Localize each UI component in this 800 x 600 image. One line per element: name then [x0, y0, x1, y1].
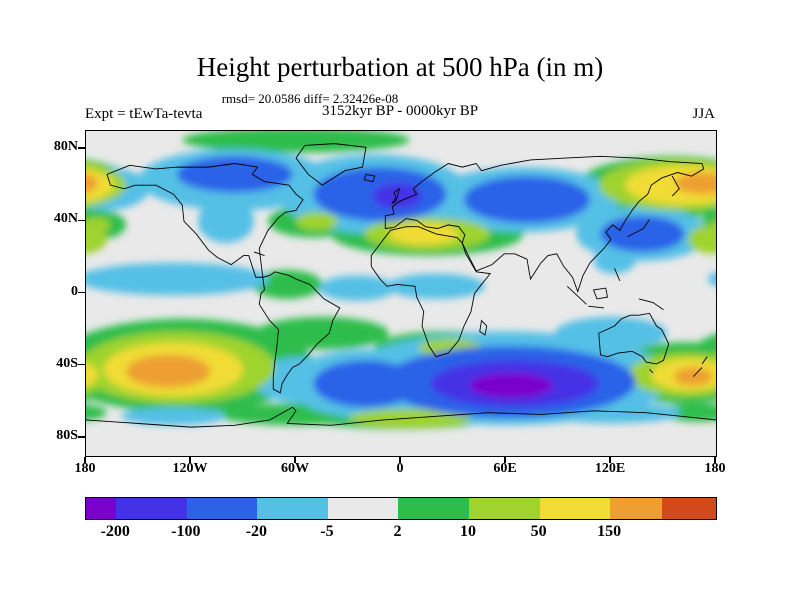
lat-tick-label: 40N: [53, 211, 78, 227]
colorbar-level-label: 50: [530, 523, 547, 540]
lon-tick-mark: [84, 456, 86, 463]
lat-tick-mark: [78, 219, 85, 222]
colorbar-segment: [257, 498, 328, 519]
coastline-japan: [627, 219, 650, 238]
coastline-borneo: [592, 287, 609, 300]
anomaly-region: [387, 273, 485, 299]
coastline-kamchatka: [671, 175, 680, 197]
anomaly-region: [86, 262, 270, 296]
lat-tick-mark: [78, 363, 85, 366]
coastline-iceland: [363, 173, 376, 183]
colorbar-level-label: -200: [100, 523, 130, 540]
map-plot: [85, 130, 717, 457]
anomaly-region: [464, 176, 590, 224]
coastline-eurasia: [384, 155, 705, 294]
colorbar-segment: [86, 498, 117, 519]
anomaly-region: [555, 316, 667, 350]
anomaly-region: [469, 372, 554, 399]
anomaly-region: [86, 174, 99, 193]
lon-tick-mark: [609, 456, 611, 463]
lon-tick-label: 120W: [172, 461, 208, 476]
coastline-philippines: [614, 268, 621, 282]
colorbar-level-label: 2: [393, 523, 402, 540]
anomaly-region: [252, 270, 323, 299]
colorbar-labels: -200 -100 -20 -5 2 10 50 150: [85, 523, 715, 543]
lon-tick-mark: [189, 456, 191, 463]
coastlines-layer: [86, 143, 716, 428]
coastline-new-zealand: [692, 356, 708, 377]
lat-tick-label: 80N: [53, 139, 78, 155]
lon-tick-label: 60E: [493, 461, 517, 476]
anomaly-region: [86, 362, 99, 387]
anomaly-region: [688, 224, 716, 254]
anomaly-field-layer: [86, 131, 716, 429]
colorbar-level-label: 150: [597, 523, 622, 540]
lon-tick-label: 60W: [281, 461, 309, 476]
coastline-africa: [370, 226, 492, 358]
anomaly-region: [675, 172, 716, 195]
lon-tick-label: 180: [74, 461, 96, 476]
anomaly-region: [198, 199, 254, 243]
colorbar-level-label: 10: [460, 523, 477, 540]
coastline-cuba: [253, 251, 265, 257]
contour-map-svg: [86, 131, 716, 456]
season-label: JJA: [692, 106, 715, 122]
anomaly-region: [177, 156, 293, 193]
coastline-south-america: [258, 271, 341, 394]
colorbar-level-label: -5: [320, 523, 334, 540]
colorbar: [85, 497, 717, 520]
colorbar-segment: [327, 498, 399, 519]
anomaly-region: [86, 168, 114, 203]
coastline-java: [588, 305, 605, 309]
lat-tick-label: 0: [71, 283, 78, 299]
coastline-greenland: [295, 143, 367, 186]
experiment-label: Expt = tEwTa-tevta: [85, 106, 203, 122]
colorbar-segment: [539, 498, 611, 519]
anomaly-region: [121, 407, 226, 426]
lon-tick-mark: [504, 456, 506, 463]
anomaly-region: [593, 248, 636, 274]
anomaly-region: [600, 215, 685, 252]
page-title: Height perturbation at 500 hPa (in m): [196, 52, 604, 82]
coastline-tasmania: [649, 369, 654, 374]
anomaly-region: [707, 272, 716, 286]
anomaly-region: [86, 225, 107, 254]
comparison-line: 3152kyr BP - 0000kyr BP: [321, 103, 479, 119]
anomaly-region: [126, 354, 211, 388]
coastline-north-america: [106, 163, 304, 278]
colorbar-level-label: -100: [171, 523, 201, 540]
anomaly-region: [86, 404, 107, 421]
coastline-britain: [390, 187, 400, 205]
lon-tick-label: 120E: [594, 461, 626, 476]
anomaly-region: [318, 275, 396, 301]
colorbar-segment: [610, 498, 663, 519]
lat-tick-mark: [78, 436, 85, 438]
anomaly-region: [255, 316, 389, 350]
lat-tick-label: 80S: [56, 427, 78, 443]
coastline-madagascar: [479, 319, 488, 336]
lon-tick-label: 0: [396, 461, 404, 476]
colorbar-segment: [662, 498, 716, 519]
colorbar-segment: [116, 498, 187, 519]
coastline-antarctica: [86, 406, 716, 428]
lon-tick-mark: [714, 456, 716, 463]
anomaly-region: [296, 212, 338, 231]
coastline-australia: [598, 312, 670, 365]
colorbar-level-label: -20: [245, 523, 268, 540]
lon-tick-mark: [294, 456, 296, 463]
colorbar-segment: [468, 498, 540, 519]
coastline-new-guinea: [638, 298, 664, 311]
colorbar-segment: [186, 498, 258, 519]
rmsd-diff-line: rmsd= 20.0586 diff= 2.32426e-08: [221, 91, 399, 106]
lat-tick-label: 40S: [56, 355, 78, 371]
lon-tick-mark: [399, 456, 401, 463]
anomaly-region: [388, 223, 459, 245]
lon-tick-label: 180: [704, 461, 726, 476]
lat-tick-mark: [78, 147, 85, 149]
colorbar-segment: [398, 498, 469, 519]
lat-tick-mark: [78, 291, 85, 294]
anomaly-region: [182, 131, 410, 153]
coastline-sumatra: [566, 285, 587, 305]
